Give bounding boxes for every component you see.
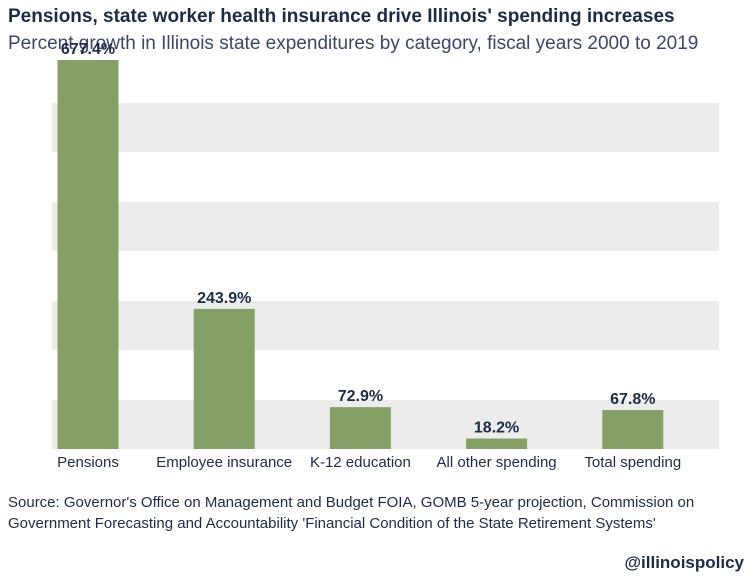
- grid-band: [52, 202, 719, 251]
- data-label: 72.9%: [338, 388, 383, 405]
- x-tick-label: All other spending: [437, 454, 557, 471]
- x-tick-label: Pensions: [57, 454, 119, 471]
- data-label: 18.2%: [474, 420, 519, 437]
- data-label: 67.8%: [610, 391, 655, 408]
- chart-subtitle: Percent growth in Illinois state expendi…: [8, 33, 699, 54]
- twitter-handle: @illinoispolicy: [624, 553, 744, 572]
- bar-total-spending: [602, 410, 664, 449]
- x-tick-label: K-12 education: [310, 454, 411, 471]
- bar-chart: 677.4% Pensions 243.9% Employee insurance 72…: [52, 41, 719, 471]
- grid-band: [52, 301, 719, 350]
- chart-title: Pensions, state worker health insurance …: [8, 6, 675, 27]
- bar-pensions: [57, 59, 119, 450]
- data-label: 243.9%: [197, 290, 251, 307]
- bar-k-12-education: [329, 407, 391, 449]
- source-note: Source: Governor's Office on Management …: [8, 494, 695, 532]
- data-label: 677.4%: [61, 41, 115, 58]
- bar-all-other-spending: [466, 438, 528, 449]
- x-tick-label: Employee insurance: [156, 454, 292, 471]
- x-tick-label: Total spending: [584, 454, 681, 471]
- grid-band: [52, 103, 719, 152]
- bar-employee-insurance: [193, 308, 255, 449]
